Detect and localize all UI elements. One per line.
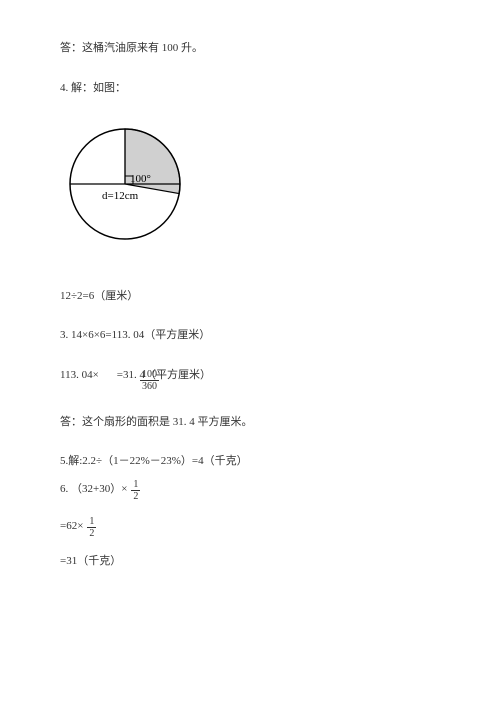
calc-4: =62× 1 2 [60,516,440,539]
calc-4-pre: =62× [60,518,83,536]
calc-3-post: =31. 4（平方厘米） [117,367,211,385]
q5: 5.解:2.2÷（1－22%－23%）=4（千克） [60,453,440,471]
angle-label: 100° [130,173,151,185]
frac-num: 1 [87,516,96,528]
frac-den: 360 [140,381,159,392]
answer-1: 答：这桶汽油原来有 100 升。 [60,40,440,58]
calc-5: =31（千克） [60,553,440,571]
fraction-1-2-b: 1 2 [87,516,96,539]
calc-1: 12÷2=6（厘米） [60,288,440,306]
fraction-100-360: 100 360 [140,369,159,392]
q6: 6. （32+30）× 1 2 [60,479,440,502]
fraction-1-2-a: 1 2 [131,479,140,502]
frac-num: 1 [131,479,140,491]
answer-2: 答：这个扇形的面积是 31. 4 平方厘米。 [60,414,440,432]
frac-den: 2 [131,491,140,502]
diameter-label: d=12cm [102,190,139,202]
frac-den: 2 [87,528,96,539]
q4-intro: 4. 解：如图： [60,80,440,98]
frac-num: 100 [140,369,159,381]
document-page: 答：这桶汽油原来有 100 升。 4. 解：如图： 100° d=12cm 12… [0,0,500,612]
calc-3-pre: 113. 04× [60,367,99,385]
calc-2: 3. 14×6×6=113. 04（平方厘米） [60,327,440,345]
q6-pre: 6. （32+30）× [60,481,127,499]
circle-diagram: 100° d=12cm [60,119,440,266]
circle-svg: 100° d=12cm [60,119,200,259]
